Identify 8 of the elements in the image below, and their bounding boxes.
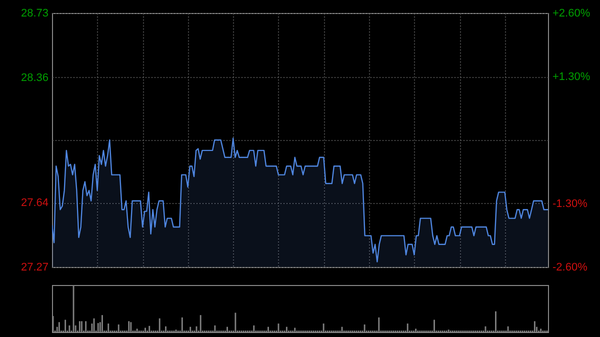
y2-tick-label: +2.60%	[552, 8, 590, 20]
y2-tick-label: -1.30%	[552, 198, 588, 210]
y-tick-label: 28.36	[20, 72, 48, 84]
y-tick-label: 28.73	[20, 8, 48, 20]
y2-tick-label: -2.60%	[552, 262, 588, 274]
y-tick-label: 27.64	[20, 197, 48, 210]
y-tick-label: 27.27	[20, 262, 48, 274]
y2-tick-label: +1.30%	[552, 71, 590, 83]
